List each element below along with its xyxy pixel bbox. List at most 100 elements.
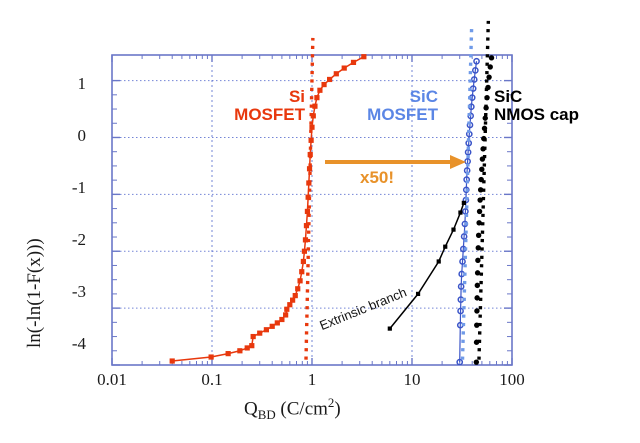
data-point [350, 59, 357, 65]
data-point [269, 323, 275, 329]
annotation-si-mosfet-line2: MOSFET [234, 105, 305, 125]
xtick-label-10: 10 [403, 370, 421, 389]
ytick-label-0: 0 [77, 126, 87, 145]
x-axis-title-unit-pre: (C/cm [275, 398, 328, 420]
data-point [287, 302, 293, 308]
ytick-label-neg2: -2 [71, 230, 86, 249]
annotation-si-mosfet: Si MOSFET [155, 87, 305, 125]
data-point [208, 354, 214, 360]
data-point [304, 208, 311, 215]
data-point [274, 320, 280, 326]
data-point [456, 358, 464, 365]
data-point [470, 76, 478, 83]
data-point [299, 269, 305, 275]
annotation-sic-mosfet-line1: SiC [409, 87, 438, 106]
series-extrinsic-branch [387, 200, 466, 331]
data-point [307, 151, 313, 158]
data-point [225, 351, 231, 357]
data-point [475, 257, 481, 264]
data-point [250, 333, 256, 340]
data-point [436, 259, 441, 264]
annotation-sic-nmos-cap-line2: NMOS cap [494, 105, 580, 125]
data-point [458, 210, 463, 215]
x-axis-title-main: Q [244, 398, 258, 420]
data-point [297, 278, 303, 284]
data-point [488, 55, 495, 61]
data-point [257, 330, 263, 336]
data-point [244, 345, 250, 351]
data-point [473, 57, 480, 65]
data-point [290, 297, 296, 303]
data-point [474, 322, 480, 328]
data-point [333, 71, 339, 77]
data-point [279, 316, 285, 323]
data-point [303, 223, 310, 229]
data-point [169, 358, 175, 364]
data-point [487, 64, 493, 70]
series-sic-nmos-cap [473, 55, 495, 365]
series-sic-nmos-cap-weibull-fit [477, 20, 491, 365]
data-point [295, 286, 301, 292]
data-point [361, 54, 367, 60]
series-sic-mosfet-weibull-fit [460, 26, 474, 365]
data-point [310, 113, 316, 119]
data-point [474, 295, 480, 301]
data-point [461, 200, 466, 205]
data-point [312, 103, 318, 109]
data-point [474, 308, 480, 314]
data-point [459, 258, 466, 265]
data-point [415, 291, 421, 296]
data-point [387, 326, 392, 331]
fit-line [477, 20, 491, 365]
data-point [302, 237, 309, 243]
data-point [317, 87, 323, 93]
xtick-label-100: 100 [499, 370, 525, 389]
xtick-label-1: 1 [307, 370, 317, 389]
x-axis-title: QBD (C/cm2) [244, 395, 341, 423]
y-axis-title: ln(-ln(1-F(x))) [24, 238, 45, 348]
data-point [237, 348, 243, 354]
annotation-sic-mosfet-line2: MOSFET [367, 105, 438, 125]
xtick-label-0.1: 0.1 [201, 370, 223, 389]
data-point [457, 307, 464, 315]
data-point [309, 124, 315, 130]
xtick-label-0.01: 0.01 [97, 370, 127, 389]
annotation-sic-nmos-cap: SiC NMOS cap [494, 87, 634, 125]
data-point [479, 166, 485, 173]
x-axis-title-unit-post: ) [334, 398, 341, 420]
annotation-si-mosfet-line1: Si [288, 87, 305, 106]
ytick-label-neg3: -3 [71, 282, 86, 301]
data-point [300, 258, 306, 265]
data-point [341, 65, 347, 71]
data-point [476, 208, 483, 215]
annotation-sic-nmos-cap-line1: SiC [494, 87, 523, 106]
annotation-sic-mosfet: SiC MOSFET [338, 87, 438, 125]
x-axis-title-unit-sup: 2 [327, 395, 335, 410]
data-point [314, 95, 320, 101]
data-point [301, 248, 308, 254]
data-point [263, 327, 270, 333]
data-point [474, 282, 481, 289]
data-point [283, 312, 289, 318]
data-point [486, 74, 492, 80]
series-sic-mosfet [456, 57, 480, 365]
data-point [451, 227, 456, 232]
data-point [457, 283, 465, 290]
data-line [389, 202, 465, 330]
data-point [443, 244, 448, 249]
x50-arrow-icon [325, 155, 466, 169]
data-point [475, 245, 481, 251]
ytick-label-1: 1 [77, 74, 87, 93]
data-point [475, 232, 482, 239]
data-point [477, 197, 483, 203]
data-point [306, 166, 313, 172]
data-point [460, 233, 468, 240]
data-point [249, 343, 255, 349]
data-point [473, 359, 480, 365]
data-point [476, 220, 482, 226]
data-point [321, 81, 327, 88]
annotation-x50: x50! [360, 168, 395, 187]
data-point [471, 67, 479, 74]
